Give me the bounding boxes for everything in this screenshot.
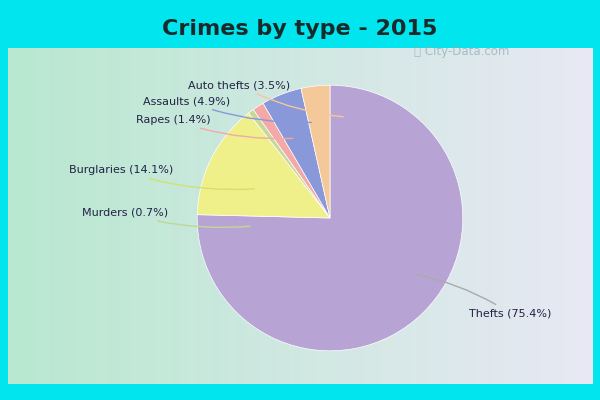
Wedge shape (263, 88, 330, 218)
Wedge shape (253, 103, 330, 218)
Wedge shape (301, 85, 330, 218)
Text: Burglaries (14.1%): Burglaries (14.1%) (69, 165, 254, 190)
Text: Thefts (75.4%): Thefts (75.4%) (415, 274, 552, 319)
Wedge shape (197, 85, 463, 351)
Text: ⓘ City-Data.com: ⓘ City-Data.com (415, 46, 509, 58)
Text: Murders (0.7%): Murders (0.7%) (82, 208, 250, 228)
Text: Rapes (1.4%): Rapes (1.4%) (136, 115, 293, 139)
Wedge shape (248, 110, 330, 218)
Text: Crimes by type - 2015: Crimes by type - 2015 (163, 18, 437, 39)
Wedge shape (197, 113, 330, 218)
Text: Assaults (4.9%): Assaults (4.9%) (143, 96, 311, 122)
Text: Auto thefts (3.5%): Auto thefts (3.5%) (188, 80, 343, 117)
